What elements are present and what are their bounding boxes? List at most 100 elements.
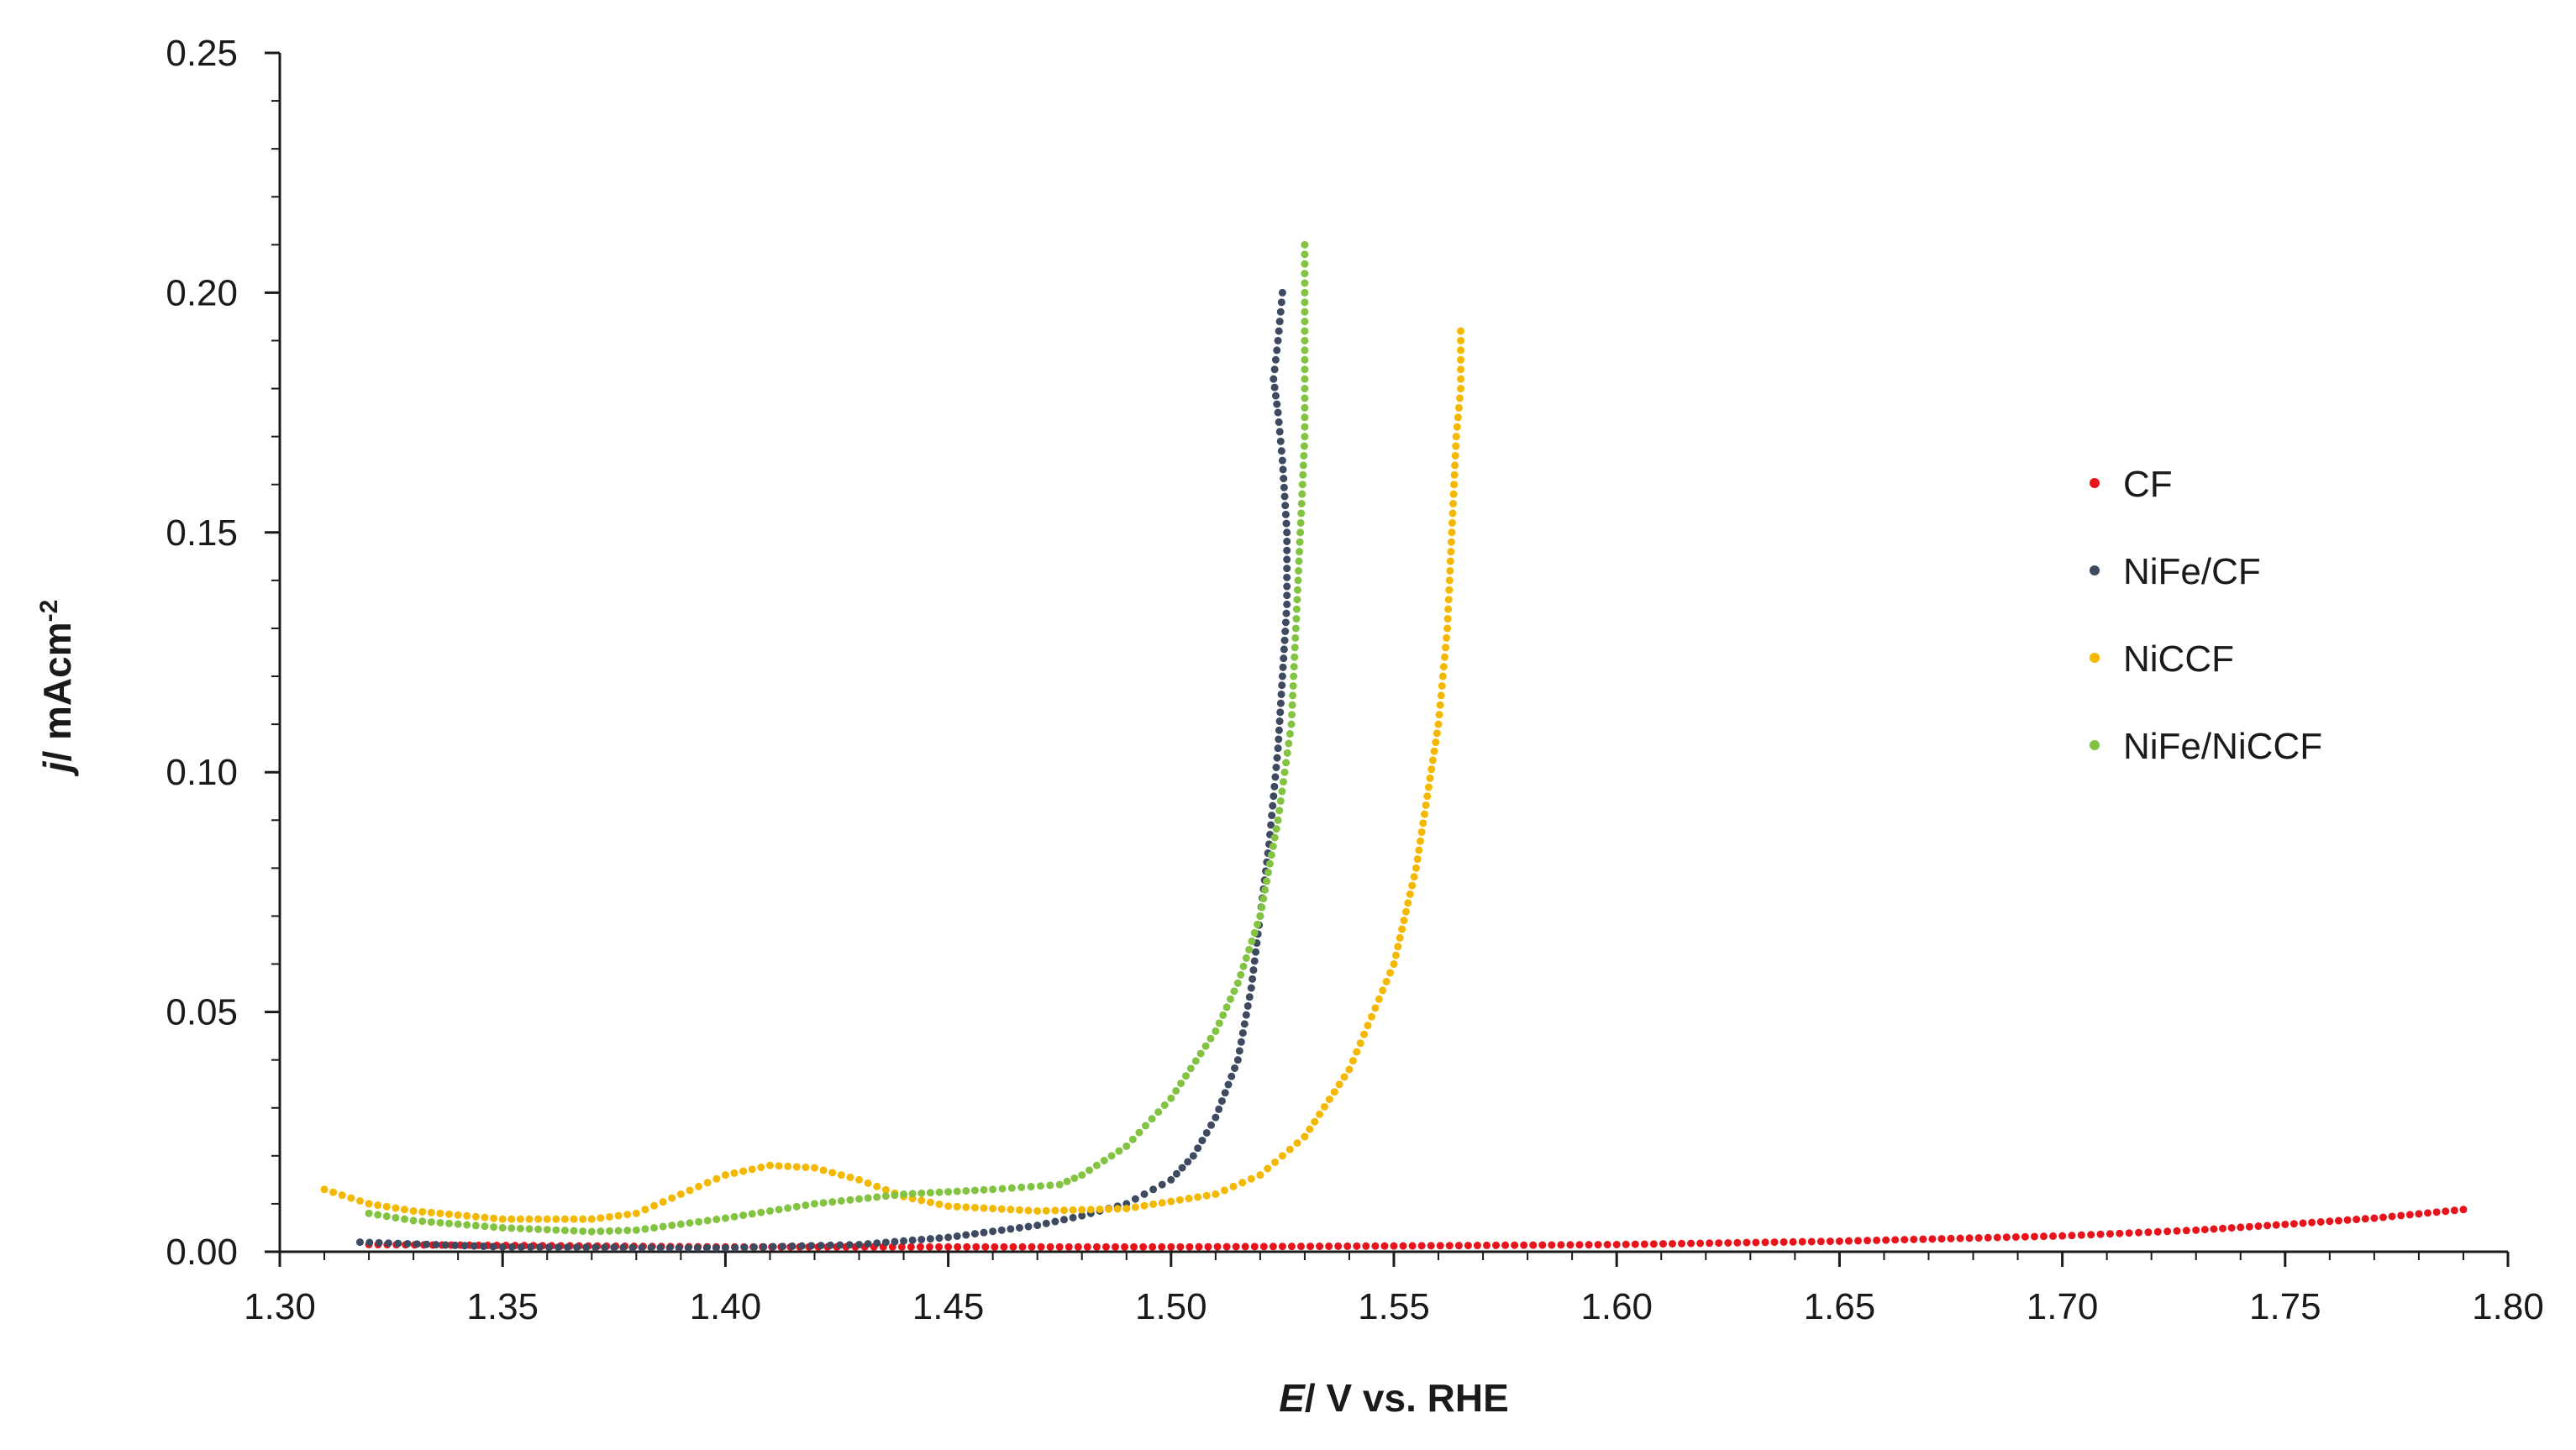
data-point	[712, 1215, 721, 1223]
data-point	[1343, 1242, 1352, 1250]
data-point	[684, 1243, 692, 1252]
data-point	[1291, 653, 1299, 661]
data-point	[1937, 1235, 1946, 1243]
data-point	[1270, 375, 1278, 383]
data-point	[765, 1161, 774, 1169]
data-point	[1424, 783, 1433, 791]
data-point	[1296, 538, 1304, 546]
data-point	[970, 1186, 979, 1195]
data-point	[560, 1215, 569, 1223]
data-point	[1275, 418, 1283, 427]
data-point	[1398, 925, 1406, 933]
data-point	[1276, 796, 1285, 805]
data-point	[1295, 557, 1303, 565]
data-point	[1445, 576, 1454, 585]
data-point	[962, 1203, 970, 1211]
data-point	[1301, 394, 1309, 402]
data-point	[1443, 615, 1452, 623]
data-point	[445, 1210, 454, 1218]
data-point	[1294, 566, 1302, 575]
data-point	[1237, 970, 1245, 979]
data-point	[1135, 1128, 1143, 1137]
data-point	[418, 1207, 427, 1216]
data-point	[1454, 413, 1462, 422]
data-point	[792, 1163, 801, 1171]
data-point	[721, 1214, 729, 1222]
data-point	[394, 1239, 402, 1248]
data-point	[2125, 1229, 2133, 1237]
data-point	[1415, 846, 1423, 854]
y-axis-title-text: / mAcm	[35, 622, 79, 761]
data-point	[1204, 1242, 1212, 1251]
data-point	[1301, 240, 1309, 249]
data-point	[864, 1179, 872, 1187]
data-point	[1202, 1191, 1211, 1200]
data-point	[1042, 1219, 1050, 1227]
data-point	[1301, 318, 1309, 326]
data-point	[1282, 759, 1291, 767]
data-point	[855, 1240, 864, 1248]
data-point	[1250, 1242, 1259, 1251]
data-point	[392, 1204, 400, 1212]
data-point	[1335, 1080, 1343, 1089]
data-point	[623, 1227, 632, 1235]
data-point	[1770, 1238, 1779, 1247]
data-point	[1278, 1152, 1286, 1160]
data-point	[2405, 1211, 2414, 1219]
data-point	[1301, 375, 1309, 383]
data-point	[1207, 1121, 1216, 1129]
data-point	[1277, 690, 1285, 698]
data-point	[891, 1237, 899, 1246]
data-point	[1149, 1185, 1158, 1194]
data-point	[490, 1214, 498, 1222]
data-point	[1105, 1205, 1113, 1213]
data-point	[418, 1217, 427, 1226]
data-point	[401, 1206, 409, 1214]
data-point	[1202, 1128, 1211, 1137]
data-point	[2397, 1211, 2405, 1220]
data-point	[1293, 596, 1301, 604]
data-point	[810, 1164, 818, 1172]
data-point	[1301, 365, 1309, 374]
data-point	[1101, 1242, 1110, 1251]
data-point	[1296, 518, 1305, 527]
data-point	[1055, 1180, 1064, 1189]
data-point	[1348, 1057, 1357, 1065]
data-point	[534, 1215, 543, 1223]
data-point	[1445, 1242, 1454, 1250]
data-point	[954, 1242, 962, 1251]
data-point	[1412, 864, 1421, 872]
data-point	[2002, 1233, 2011, 1242]
data-point	[1215, 1019, 1223, 1027]
data-point	[1248, 937, 1256, 945]
data-point	[320, 1185, 329, 1194]
data-point	[1291, 644, 1299, 652]
data-point	[1301, 403, 1309, 412]
data-point	[1015, 1206, 1023, 1214]
data-point	[601, 1243, 609, 1252]
data-point	[1201, 1042, 1210, 1050]
data-point	[944, 1188, 953, 1196]
data-point	[2105, 1230, 2114, 1238]
data-point	[587, 1227, 596, 1236]
data-point	[1086, 1166, 1094, 1174]
data-point	[1224, 1080, 1233, 1089]
data-point	[1457, 365, 1465, 374]
data-point	[1231, 1064, 1239, 1072]
data-point	[2058, 1232, 2067, 1240]
data-point	[703, 1179, 712, 1187]
data-point	[656, 1243, 665, 1252]
data-point	[1283, 600, 1291, 608]
data-point	[614, 1227, 623, 1235]
data-point	[1274, 336, 1282, 344]
data-point	[535, 1242, 544, 1251]
data-point	[605, 1212, 613, 1221]
data-point	[1275, 428, 1284, 436]
data-point	[481, 1213, 489, 1221]
data-point	[570, 1215, 578, 1223]
data-point	[740, 1243, 749, 1252]
data-point	[1640, 1240, 1648, 1248]
data-point	[665, 1243, 674, 1252]
data-point	[1353, 1048, 1361, 1056]
data-point	[555, 1243, 562, 1252]
